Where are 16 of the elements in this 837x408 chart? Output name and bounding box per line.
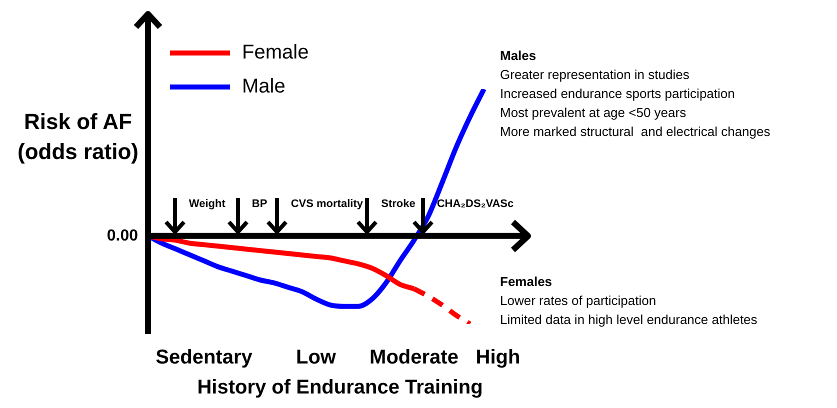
x-axis-title: History of Endurance Training <box>197 376 483 399</box>
text: 0.00 <box>106 227 138 244</box>
x-tick-label: Low <box>296 346 336 369</box>
annotation: Females Lower rates of participation Limited data in high level endurance athletes <box>500 273 758 329</box>
legend-label: Female <box>242 42 309 64</box>
legend-label: Male <box>242 76 286 98</box>
annotation: Males Greater representation in studies Increased endurance sports participation Most prevalent at age <50 years More marked structural and electrical changes <box>500 47 770 141</box>
x-tick-label: Sedentary <box>156 346 254 369</box>
annotation: CVS mortality <box>290 198 363 210</box>
x-tick-label: Moderate <box>370 346 458 369</box>
y-axis-title: Risk of AF (odds ratio) <box>18 109 138 164</box>
annotation: Weight <box>188 198 226 210</box>
annotation: Stroke <box>381 198 416 210</box>
x-tick-label: High <box>476 346 520 369</box>
annotation: CHA₂DS₂VASc <box>436 198 514 210</box>
annotation: BP <box>252 198 268 210</box>
